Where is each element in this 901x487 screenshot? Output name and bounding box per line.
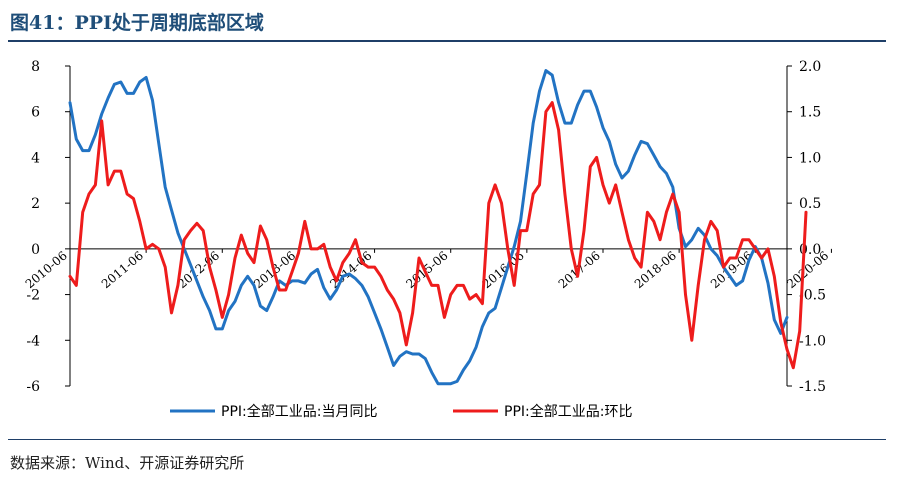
series-line-mom xyxy=(68,101,808,370)
left-tick-label: 6 xyxy=(31,105,40,121)
right-tick-label: 1.0 xyxy=(799,150,821,166)
x-tick-label: 2018-06 xyxy=(632,248,679,291)
right-tick-label: 0.5 xyxy=(799,196,821,212)
right-tick-label: -1.5 xyxy=(799,379,826,395)
left-tick-label: 4 xyxy=(31,150,40,166)
right-tick-label: 2.0 xyxy=(799,59,821,75)
source-rule xyxy=(8,439,886,440)
series-layer xyxy=(68,69,808,386)
x-tick-label: 2011-06 xyxy=(99,248,146,291)
chart-legend: PPI:全部工业品:当月同比 PPI:全部工业品:环比 xyxy=(170,403,632,420)
title-rule xyxy=(8,40,886,42)
source-note: 数据来源：Wind、开源证券研究所 xyxy=(10,454,245,472)
right-tick-label: -1.0 xyxy=(799,333,826,349)
x-tick-label: 2015-06 xyxy=(403,248,450,291)
left-tick-label: -4 xyxy=(26,333,40,349)
chart-title: 图41：PPI处于周期底部区域 xyxy=(10,12,264,34)
x-tick-label: 2014-06 xyxy=(327,248,374,291)
legend-label-yoy: PPI:全部工业品:当月同比 xyxy=(221,403,377,420)
dual-axis-line-chart: 86420-2-4-62.01.51.00.50.0-0.5-1.0-1.520… xyxy=(23,59,832,420)
left-tick-label: 0 xyxy=(31,242,40,258)
left-tick-label: 2 xyxy=(31,196,40,212)
legend-label-mom: PPI:全部工业品:环比 xyxy=(504,403,632,420)
x-tick-label: 2010-06 xyxy=(23,248,70,291)
series-line-yoy xyxy=(68,69,789,386)
left-tick-label: -2 xyxy=(26,288,40,304)
left-tick-label: -6 xyxy=(26,379,40,395)
left-tick-label: 8 xyxy=(31,59,40,75)
right-tick-label: 1.5 xyxy=(799,105,821,121)
right-tick-label: -0.5 xyxy=(799,288,826,304)
